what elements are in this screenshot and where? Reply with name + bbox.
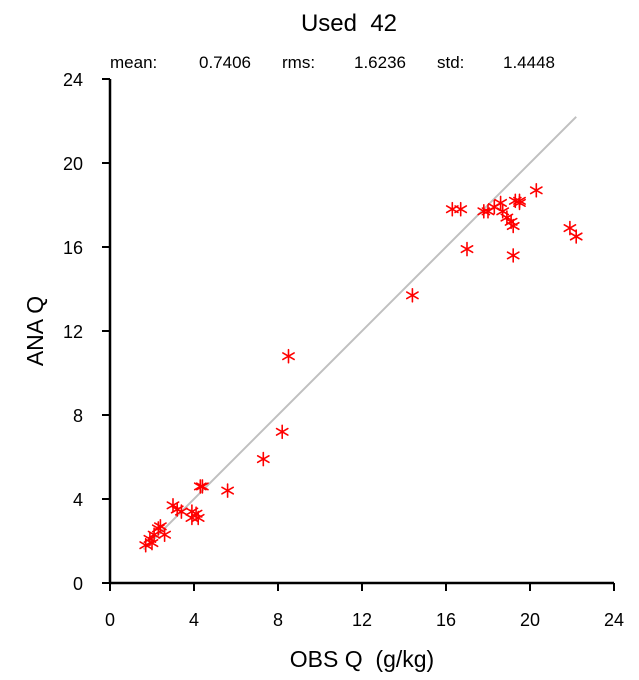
data-point <box>494 195 508 211</box>
data-point <box>275 424 289 440</box>
data-point <box>504 214 518 230</box>
data-point <box>529 183 543 198</box>
data-point <box>513 195 526 211</box>
stat-mean-value: 0.7406 <box>199 53 251 72</box>
y-axis-label: ANA Q <box>22 296 48 366</box>
data-point <box>221 483 235 498</box>
stat-std-label: std: <box>437 53 464 72</box>
x-tick-label: 24 <box>604 610 624 630</box>
stat-rms-value: 1.6236 <box>354 53 406 72</box>
stat-rms-label: rms: <box>282 53 315 72</box>
data-point <box>506 218 520 234</box>
data-point <box>569 229 583 244</box>
stat-mean-label: mean: <box>110 53 157 72</box>
x-tick-label: 16 <box>436 610 456 630</box>
data-point <box>193 479 207 494</box>
chart-title: Used 42 <box>301 10 397 37</box>
one-to-one-line <box>142 116 577 551</box>
reference-line-layer <box>142 116 577 551</box>
y-tick-label: 4 <box>73 490 83 510</box>
x-tick-label: 8 <box>273 610 283 630</box>
axis-ticks-layer: 0 4 8 12 16 20 24 0 4 8 12 16 20 24 <box>63 70 624 630</box>
data-point <box>454 201 468 217</box>
data-point <box>256 451 270 467</box>
data-point <box>195 479 209 494</box>
data-point <box>445 201 459 217</box>
x-tick-label: 0 <box>105 610 115 630</box>
data-point <box>563 220 577 236</box>
y-tick-label: 12 <box>63 322 83 342</box>
data-point <box>191 510 205 526</box>
data-point <box>174 504 188 519</box>
data-point <box>189 506 203 522</box>
x-axis-label: OBS Q (g/kg) <box>290 646 434 672</box>
x-tick-label: 12 <box>352 610 372 630</box>
data-point <box>158 527 172 543</box>
data-point <box>282 348 295 364</box>
data-point <box>506 248 520 263</box>
y-tick-label: 24 <box>63 70 83 90</box>
data-point <box>145 535 159 551</box>
data-point <box>460 241 474 257</box>
y-tick-label: 20 <box>63 154 83 174</box>
x-tick-label: 20 <box>520 610 540 630</box>
stat-std-value: 1.4448 <box>503 53 555 72</box>
data-point <box>405 287 419 303</box>
y-tick-label: 16 <box>63 238 83 258</box>
x-tick-label: 4 <box>189 610 199 630</box>
data-points-layer <box>139 183 583 553</box>
y-tick-label: 8 <box>73 406 83 426</box>
y-tick-label: 0 <box>73 574 83 594</box>
